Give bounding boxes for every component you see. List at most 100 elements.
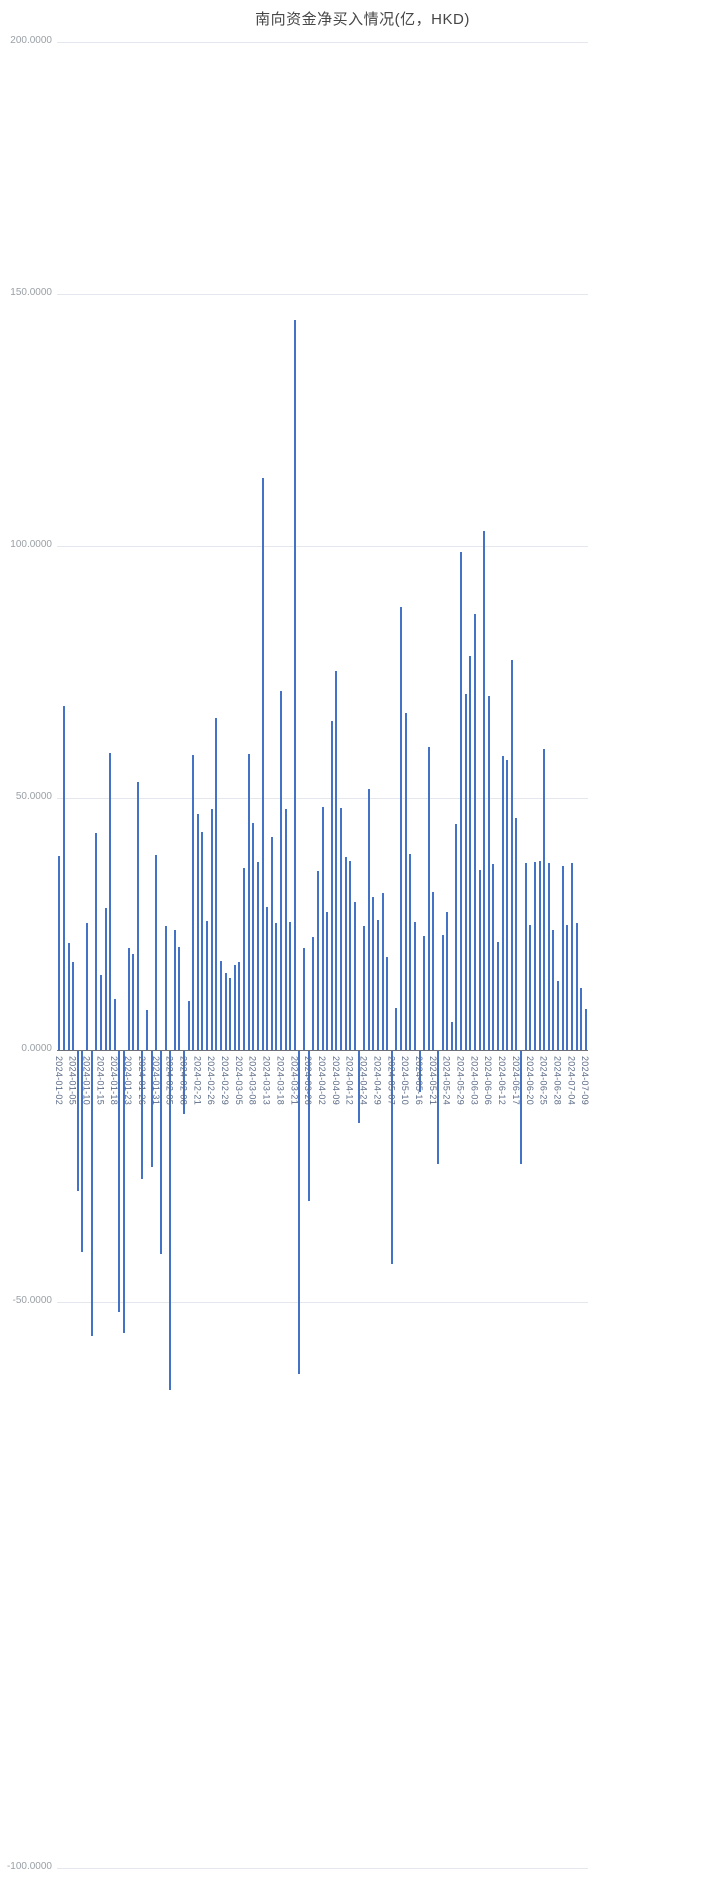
bar: [118, 1051, 121, 1312]
x-axis-label: 2024-04-02: [317, 1056, 327, 1106]
bar: [256, 862, 259, 1050]
bar: [233, 965, 236, 1050]
x-axis-label: 2024-02-05: [164, 1056, 175, 1106]
bar: [169, 1051, 172, 1390]
bar: [367, 789, 370, 1050]
x-axis-label: 2024-04-09: [330, 1056, 341, 1106]
x-axis-label: 2024-05-21: [427, 1056, 438, 1106]
x-axis-label: 2024-05-29: [455, 1056, 466, 1106]
x-axis-label: 2024-01-23: [123, 1056, 134, 1106]
bar: [446, 912, 449, 1050]
bar: [358, 1051, 361, 1123]
x-axis-label: 2024-03-26: [303, 1056, 314, 1106]
bar: [566, 925, 569, 1050]
y-axis-label: 50.0000: [15, 791, 52, 802]
bar: [312, 937, 315, 1050]
bar: [376, 920, 379, 1050]
bar: [146, 1010, 148, 1050]
bar: [584, 1009, 587, 1050]
x-axis-label: 2024-03-05: [233, 1056, 244, 1106]
x-axis-label: 2024-04-29: [372, 1056, 383, 1106]
x-axis-label: 2024-01-15: [95, 1056, 106, 1106]
bar: [390, 1051, 393, 1264]
bar: [229, 978, 232, 1050]
bar: [132, 954, 135, 1050]
bar: [224, 973, 227, 1050]
zero-axis-line: [57, 1050, 588, 1051]
x-axis-label: 2024-03-08: [247, 1056, 258, 1106]
x-axis-label: 2024-06-17: [510, 1056, 521, 1106]
x-axis-label: 2024-05-24: [441, 1056, 452, 1106]
y-axis-label: -50.0000: [12, 1295, 52, 1306]
grid-line: [57, 1302, 588, 1303]
x-axis-label: 2024-03-21: [289, 1056, 300, 1106]
bar: [113, 999, 116, 1050]
x-axis-label: 2024-01-18: [109, 1056, 120, 1106]
bar: [395, 1008, 398, 1050]
bar: [436, 1051, 439, 1164]
bar: [62, 706, 65, 1050]
bar: [173, 930, 176, 1050]
bar: [72, 962, 75, 1050]
bar: [289, 922, 292, 1050]
bar: [104, 908, 107, 1050]
bar: [469, 656, 472, 1050]
x-axis-label: 2024-02-08: [178, 1056, 189, 1106]
bar: [81, 1051, 84, 1252]
bar: [423, 936, 426, 1050]
bar: [520, 1051, 522, 1164]
x-axis-label: 2024-01-05: [67, 1056, 78, 1106]
grid-line: [57, 294, 588, 295]
bar: [284, 809, 287, 1050]
bar: [76, 1051, 79, 1191]
bar: [372, 897, 375, 1050]
x-axis-label: 2024-01-31: [150, 1056, 161, 1106]
bar: [293, 320, 296, 1050]
x-axis-label: 2024-05-16: [414, 1056, 424, 1106]
bar: [335, 671, 338, 1050]
grid-line: [57, 798, 588, 799]
bar: [501, 756, 504, 1050]
bar: [238, 962, 241, 1050]
x-axis-label: 2024-04-24: [358, 1056, 369, 1106]
bar: [450, 1022, 453, 1050]
bar: [303, 948, 305, 1050]
bar: [575, 923, 578, 1050]
x-axis-label: 2024-01-26: [136, 1056, 147, 1106]
x-axis-label: 2024-02-26: [206, 1056, 217, 1106]
chart-title: 南向资金净买入情况(亿，HKD): [255, 11, 470, 28]
grid-line: [57, 546, 588, 547]
x-axis-label: 2024-06-06: [483, 1056, 494, 1106]
x-axis-label: 2024-01-10: [81, 1056, 92, 1106]
x-axis-label: 2024-01-02: [53, 1056, 64, 1106]
bar: [307, 1051, 310, 1201]
bar: [316, 871, 319, 1050]
bar: [321, 807, 324, 1050]
bar: [141, 1051, 144, 1179]
bar: [150, 1051, 153, 1167]
bar: [109, 753, 112, 1050]
bar: [515, 818, 518, 1050]
bar: [386, 957, 389, 1050]
bar: [252, 823, 255, 1050]
bar: [330, 721, 333, 1050]
y-axis-label: 0.0000: [21, 1043, 52, 1054]
bar: [418, 1051, 421, 1092]
bar: [483, 531, 486, 1050]
grid-line: [57, 42, 588, 43]
bar: [67, 943, 70, 1050]
bar: [400, 607, 402, 1050]
bar: [261, 478, 264, 1050]
bar: [164, 926, 167, 1050]
bar: [580, 988, 583, 1050]
bar: [492, 864, 495, 1050]
x-axis-label: 2024-02-29: [220, 1056, 230, 1106]
bar: [326, 912, 329, 1050]
x-axis-label: 2024-06-28: [552, 1056, 563, 1106]
bar: [155, 855, 158, 1050]
bar: [196, 814, 199, 1050]
bar: [187, 1001, 190, 1050]
x-axis-label: 2024-03-13: [261, 1056, 272, 1106]
y-axis-label: 150.0000: [10, 287, 52, 298]
